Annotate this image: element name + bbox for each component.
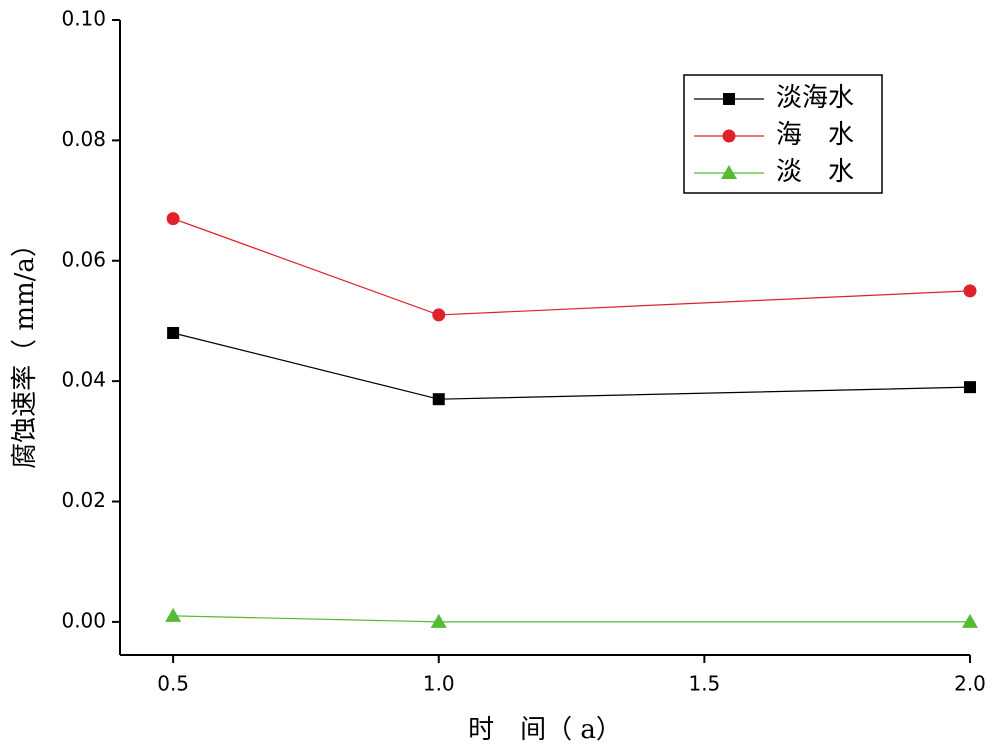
x-tick-label: 0.5 (157, 672, 189, 696)
legend-marker (721, 165, 737, 179)
x-tick-label: 1.5 (688, 672, 720, 696)
legend-marker (722, 129, 736, 143)
marker (962, 613, 978, 628)
y-tick-label: 0.08 (61, 127, 106, 151)
y-tick-label: 0.04 (61, 368, 106, 392)
x-tick-label: 2.0 (954, 672, 986, 696)
y-tick-label: 0.06 (61, 247, 106, 271)
y-tick-label: 0.00 (61, 608, 106, 632)
marker (167, 326, 180, 339)
y-axis-label: 腐蚀速率（ mm/a） (10, 231, 40, 469)
x-tick-label: 1.0 (423, 672, 455, 696)
marker (964, 381, 976, 394)
legend-marker (723, 93, 735, 105)
marker (165, 607, 182, 622)
marker (963, 284, 977, 298)
legend-label: 海 水 (776, 120, 854, 150)
series-line (172, 218, 971, 316)
marker (166, 212, 180, 226)
legend-label: 淡海水 (776, 83, 854, 113)
legend-label: 淡 水 (776, 157, 854, 187)
series-line (173, 615, 970, 623)
marker (432, 393, 445, 406)
x-axis-label: 时 间（ a） (468, 715, 622, 745)
marker (432, 308, 446, 322)
series-line (172, 332, 971, 400)
marker (430, 613, 447, 628)
y-tick-label: 0.10 (61, 7, 106, 31)
y-tick-label: 0.02 (61, 488, 106, 512)
